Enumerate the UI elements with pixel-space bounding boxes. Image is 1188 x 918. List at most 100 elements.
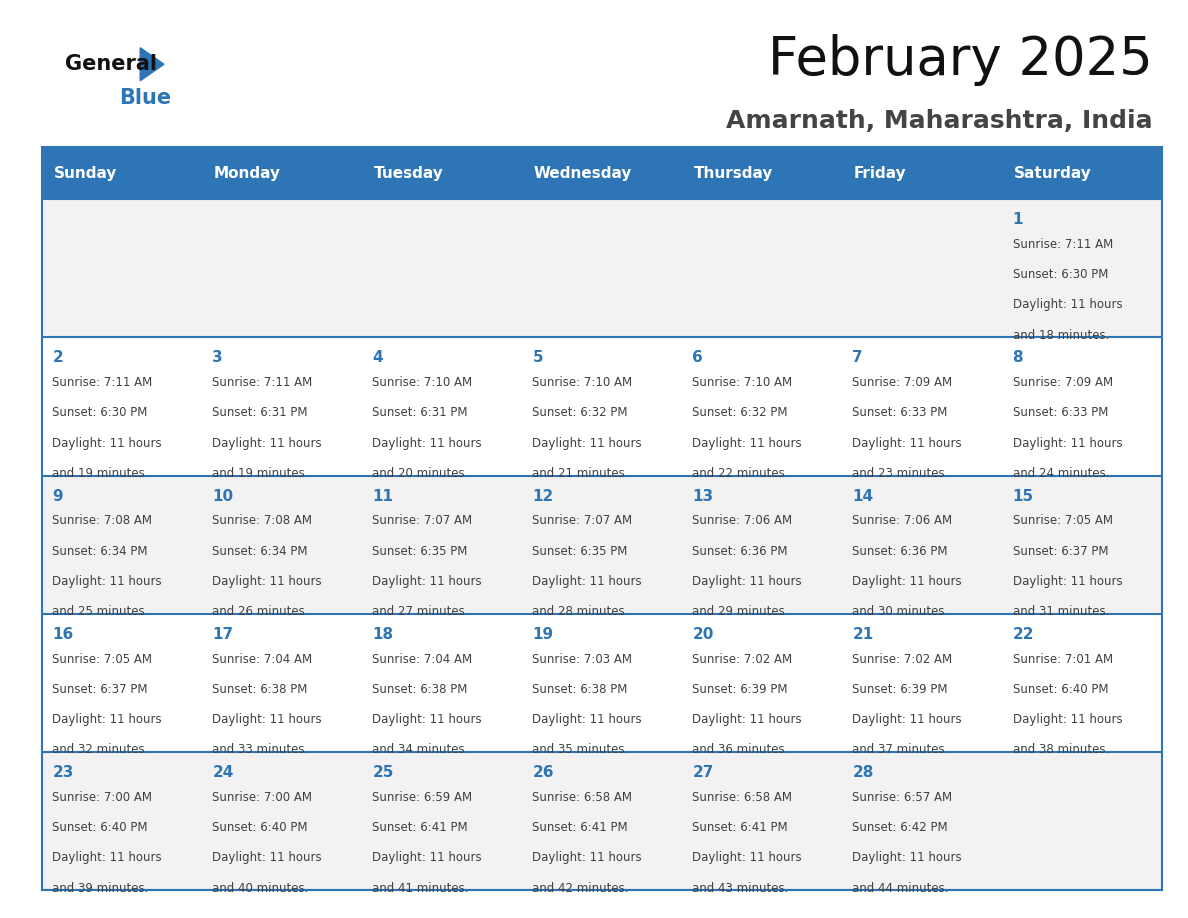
Text: Daylight: 11 hours: Daylight: 11 hours — [532, 437, 642, 450]
Bar — [522, 199, 682, 338]
Bar — [682, 147, 842, 199]
Text: 8: 8 — [1012, 351, 1023, 365]
Text: Daylight: 11 hours: Daylight: 11 hours — [693, 437, 802, 450]
Bar — [361, 338, 522, 476]
Text: 17: 17 — [213, 627, 233, 642]
Text: 24: 24 — [213, 765, 234, 780]
Text: 7: 7 — [853, 351, 864, 365]
Text: Sunrise: 7:07 AM: Sunrise: 7:07 AM — [532, 514, 632, 527]
Text: General: General — [65, 54, 157, 74]
Bar — [842, 476, 1001, 614]
Text: Sunrise: 7:00 AM: Sunrise: 7:00 AM — [213, 790, 312, 804]
Text: Amarnath, Maharashtra, India: Amarnath, Maharashtra, India — [726, 109, 1152, 133]
Bar — [202, 199, 361, 338]
Text: Sunset: 6:37 PM: Sunset: 6:37 PM — [52, 683, 147, 696]
Text: 4: 4 — [372, 351, 383, 365]
Text: Sunset: 6:40 PM: Sunset: 6:40 PM — [213, 821, 308, 834]
Text: Sunrise: 7:09 AM: Sunrise: 7:09 AM — [853, 376, 953, 389]
Text: and 18 minutes.: and 18 minutes. — [1012, 329, 1108, 341]
Bar — [682, 338, 842, 476]
Text: Sunset: 6:33 PM: Sunset: 6:33 PM — [1012, 407, 1108, 420]
Text: Sunset: 6:33 PM: Sunset: 6:33 PM — [853, 407, 948, 420]
Bar — [42, 338, 202, 476]
Bar — [42, 147, 202, 199]
Bar — [42, 476, 202, 614]
Text: Daylight: 11 hours: Daylight: 11 hours — [853, 575, 962, 588]
Text: and 33 minutes.: and 33 minutes. — [213, 744, 309, 756]
Text: and 22 minutes.: and 22 minutes. — [693, 467, 789, 480]
Text: Sunset: 6:38 PM: Sunset: 6:38 PM — [372, 683, 468, 696]
Text: 25: 25 — [372, 765, 393, 780]
Text: Daylight: 11 hours: Daylight: 11 hours — [52, 437, 162, 450]
Bar — [1001, 199, 1162, 338]
Text: Sunrise: 7:05 AM: Sunrise: 7:05 AM — [52, 653, 152, 666]
Text: and 26 minutes.: and 26 minutes. — [213, 605, 309, 618]
Text: and 28 minutes.: and 28 minutes. — [532, 605, 628, 618]
Text: 11: 11 — [372, 488, 393, 504]
Bar — [361, 199, 522, 338]
Text: Sunset: 6:41 PM: Sunset: 6:41 PM — [372, 821, 468, 834]
Text: Sunset: 6:32 PM: Sunset: 6:32 PM — [693, 407, 788, 420]
Bar — [361, 476, 522, 614]
Bar — [42, 752, 202, 890]
Text: Sunday: Sunday — [53, 165, 116, 181]
Text: Daylight: 11 hours: Daylight: 11 hours — [693, 851, 802, 865]
Text: Daylight: 11 hours: Daylight: 11 hours — [52, 851, 162, 865]
Bar — [682, 476, 842, 614]
Bar — [842, 752, 1001, 890]
Bar — [361, 614, 522, 752]
Text: 27: 27 — [693, 765, 714, 780]
Text: Sunrise: 6:58 AM: Sunrise: 6:58 AM — [693, 790, 792, 804]
Bar — [202, 338, 361, 476]
Text: 1: 1 — [1012, 212, 1023, 227]
Text: Sunrise: 7:06 AM: Sunrise: 7:06 AM — [693, 514, 792, 527]
Bar — [202, 476, 361, 614]
Text: and 32 minutes.: and 32 minutes. — [52, 744, 148, 756]
Bar — [1001, 147, 1162, 199]
Bar — [42, 614, 202, 752]
Text: Sunrise: 7:08 AM: Sunrise: 7:08 AM — [213, 514, 312, 527]
Text: 21: 21 — [853, 627, 873, 642]
Text: Sunset: 6:32 PM: Sunset: 6:32 PM — [532, 407, 628, 420]
Text: 26: 26 — [532, 765, 554, 780]
Text: 2: 2 — [52, 351, 63, 365]
Text: Friday: Friday — [854, 165, 906, 181]
Text: Daylight: 11 hours: Daylight: 11 hours — [213, 713, 322, 726]
Text: Daylight: 11 hours: Daylight: 11 hours — [1012, 437, 1123, 450]
Text: Sunset: 6:40 PM: Sunset: 6:40 PM — [1012, 683, 1108, 696]
Text: Sunrise: 7:11 AM: Sunrise: 7:11 AM — [1012, 238, 1113, 251]
Text: Sunset: 6:36 PM: Sunset: 6:36 PM — [853, 544, 948, 557]
Text: 16: 16 — [52, 627, 74, 642]
Text: Sunset: 6:41 PM: Sunset: 6:41 PM — [693, 821, 788, 834]
Bar — [522, 752, 682, 890]
Text: Sunrise: 6:58 AM: Sunrise: 6:58 AM — [532, 790, 632, 804]
Text: and 27 minutes.: and 27 minutes. — [372, 605, 469, 618]
Text: and 38 minutes.: and 38 minutes. — [1012, 744, 1108, 756]
Text: Wednesday: Wednesday — [533, 165, 632, 181]
Text: and 36 minutes.: and 36 minutes. — [693, 744, 789, 756]
Text: Daylight: 11 hours: Daylight: 11 hours — [52, 713, 162, 726]
Bar — [842, 147, 1001, 199]
Text: Daylight: 11 hours: Daylight: 11 hours — [372, 851, 482, 865]
Text: Sunset: 6:35 PM: Sunset: 6:35 PM — [532, 544, 627, 557]
Text: Sunrise: 7:11 AM: Sunrise: 7:11 AM — [52, 376, 152, 389]
Text: 9: 9 — [52, 488, 63, 504]
Bar — [522, 476, 682, 614]
Text: Daylight: 11 hours: Daylight: 11 hours — [372, 713, 482, 726]
Text: Sunset: 6:36 PM: Sunset: 6:36 PM — [693, 544, 788, 557]
Text: 10: 10 — [213, 488, 233, 504]
Text: Sunrise: 7:08 AM: Sunrise: 7:08 AM — [52, 514, 152, 527]
Text: Sunrise: 7:00 AM: Sunrise: 7:00 AM — [52, 790, 152, 804]
Text: Daylight: 11 hours: Daylight: 11 hours — [213, 575, 322, 588]
Text: 13: 13 — [693, 488, 714, 504]
Text: Daylight: 11 hours: Daylight: 11 hours — [372, 437, 482, 450]
Text: 15: 15 — [1012, 488, 1034, 504]
Text: 19: 19 — [532, 627, 554, 642]
Text: 18: 18 — [372, 627, 393, 642]
Text: Sunset: 6:34 PM: Sunset: 6:34 PM — [213, 544, 308, 557]
Text: and 37 minutes.: and 37 minutes. — [853, 744, 949, 756]
Text: Sunrise: 7:09 AM: Sunrise: 7:09 AM — [1012, 376, 1113, 389]
Text: and 20 minutes.: and 20 minutes. — [372, 467, 469, 480]
Text: 12: 12 — [532, 488, 554, 504]
Text: 5: 5 — [532, 351, 543, 365]
